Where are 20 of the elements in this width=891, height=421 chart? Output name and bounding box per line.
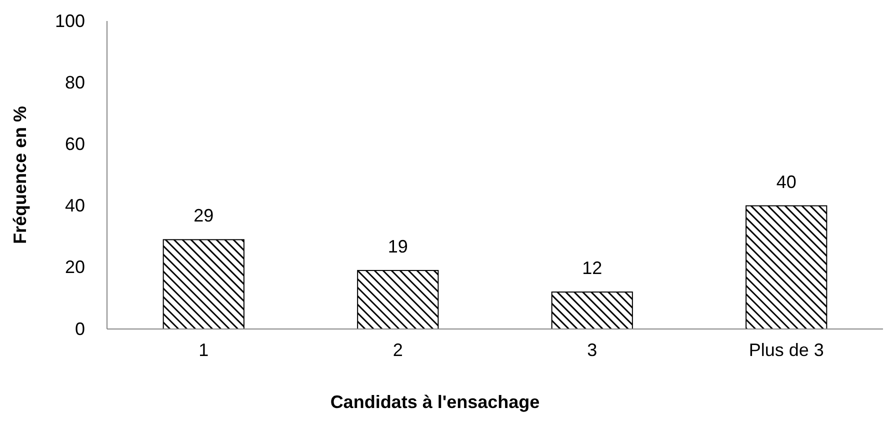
data-label: 19 [388,236,408,256]
x-tick-label: 2 [392,340,403,360]
y-tick-label: 80 [64,72,85,92]
x-axis-title: Candidats à l'ensachage [330,392,540,412]
bar [551,292,633,330]
data-label: 12 [582,258,602,278]
y-tick-label: 20 [64,257,85,278]
y-tick-label: 0 [74,318,85,339]
bar [746,205,828,330]
y-axis-title: Fréquence en % [10,106,30,244]
x-tick-label: 1 [198,340,209,360]
x-tick-label: 3 [587,340,598,360]
y-tick-label: 40 [64,196,85,216]
y-tick-label: 60 [64,134,85,154]
x-tick-label: Plus de 3 [748,340,824,360]
bar [162,239,244,330]
data-label: 29 [194,206,214,226]
bar [357,270,439,330]
data-label: 40 [776,172,796,192]
y-tick-label: 100 [54,10,85,31]
